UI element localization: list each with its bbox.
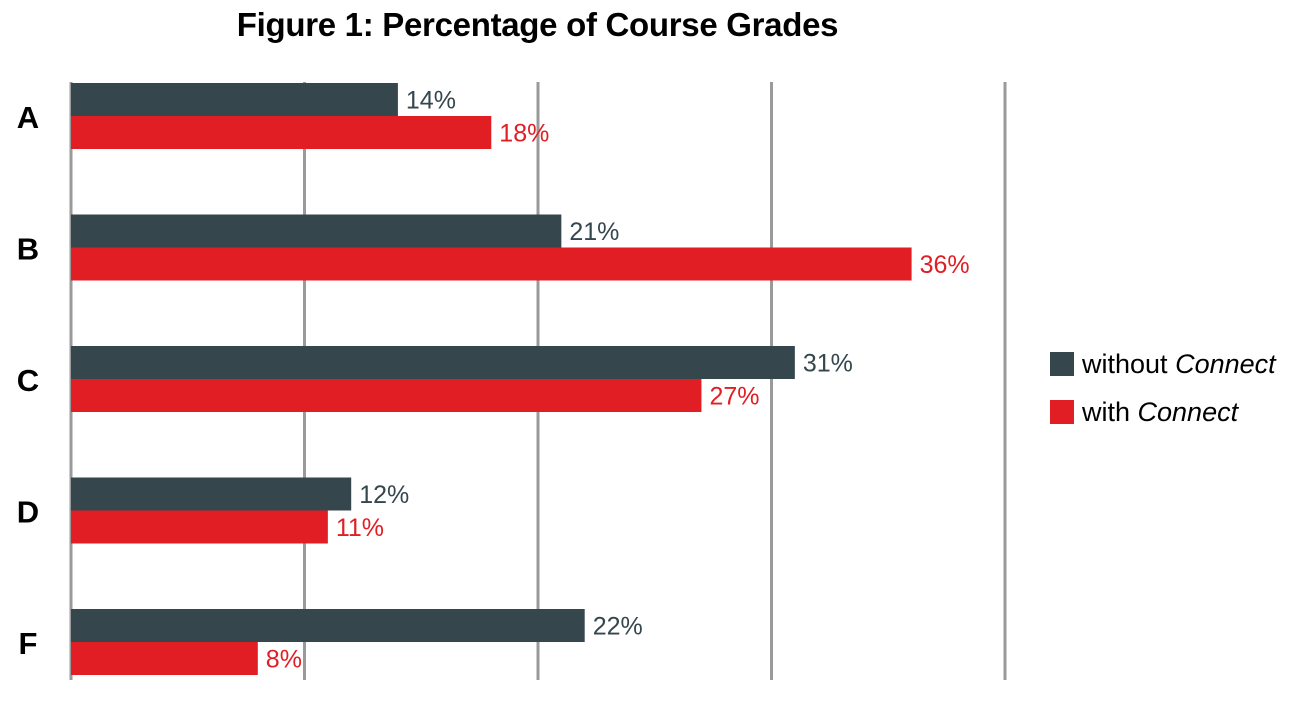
legend-item-with-connect: with Connect xyxy=(1050,396,1276,427)
bar-c-series-0 xyxy=(71,346,795,379)
data-label-a-series-0: 14% xyxy=(406,87,456,115)
bar-d-series-0 xyxy=(71,477,352,511)
bar-a-series-0 xyxy=(71,83,398,116)
data-label-d-series-0: 12% xyxy=(359,481,409,509)
chart-title: Figure 1: Percentage of Course Grades xyxy=(236,6,839,43)
category-label-b: B xyxy=(17,232,39,267)
bar-a-series-1 xyxy=(71,116,492,149)
bar-d-series-1 xyxy=(71,510,328,544)
legend-label-without-connect: without Connect xyxy=(1082,348,1276,379)
data-label-d-series-1: 11% xyxy=(336,514,384,542)
category-label-a: A xyxy=(17,100,39,135)
legend-swatch-with-connect xyxy=(1050,400,1074,424)
bar-c-series-1 xyxy=(71,379,702,412)
legend-label-with-connect: with Connect xyxy=(1082,396,1239,427)
bar-f-series-0 xyxy=(71,609,585,642)
bar-b-series-0 xyxy=(71,214,562,248)
legend-item-without-connect: without Connect xyxy=(1050,348,1276,379)
category-label-c: C xyxy=(17,363,39,398)
data-label-b-series-1: 36% xyxy=(920,251,970,279)
data-label-c-series-0: 31% xyxy=(803,350,853,378)
data-label-a-series-1: 18% xyxy=(499,120,549,148)
data-label-b-series-0: 21% xyxy=(569,218,619,246)
data-label-c-series-1: 27% xyxy=(709,383,759,411)
data-label-f-series-1: 8% xyxy=(266,646,302,674)
data-label-f-series-0: 22% xyxy=(593,613,643,641)
bar-b-series-1 xyxy=(71,247,912,281)
legend: without Connect with Connect xyxy=(1050,348,1276,446)
category-label-f: F xyxy=(19,626,38,661)
category-label-d: D xyxy=(17,495,39,530)
legend-swatch-without-connect xyxy=(1050,352,1074,376)
bar-f-series-1 xyxy=(71,642,258,675)
